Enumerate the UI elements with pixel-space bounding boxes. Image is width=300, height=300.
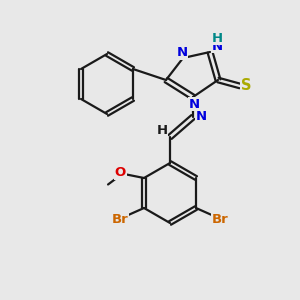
Text: N: N — [212, 40, 223, 52]
Text: H: H — [156, 124, 168, 137]
Text: N: N — [176, 46, 188, 59]
Text: S: S — [241, 79, 251, 94]
Text: H: H — [212, 32, 223, 44]
Text: O: O — [115, 166, 126, 179]
Text: Br: Br — [212, 213, 229, 226]
Text: Br: Br — [112, 213, 128, 226]
Text: N: N — [195, 110, 207, 124]
Text: N: N — [188, 98, 200, 110]
